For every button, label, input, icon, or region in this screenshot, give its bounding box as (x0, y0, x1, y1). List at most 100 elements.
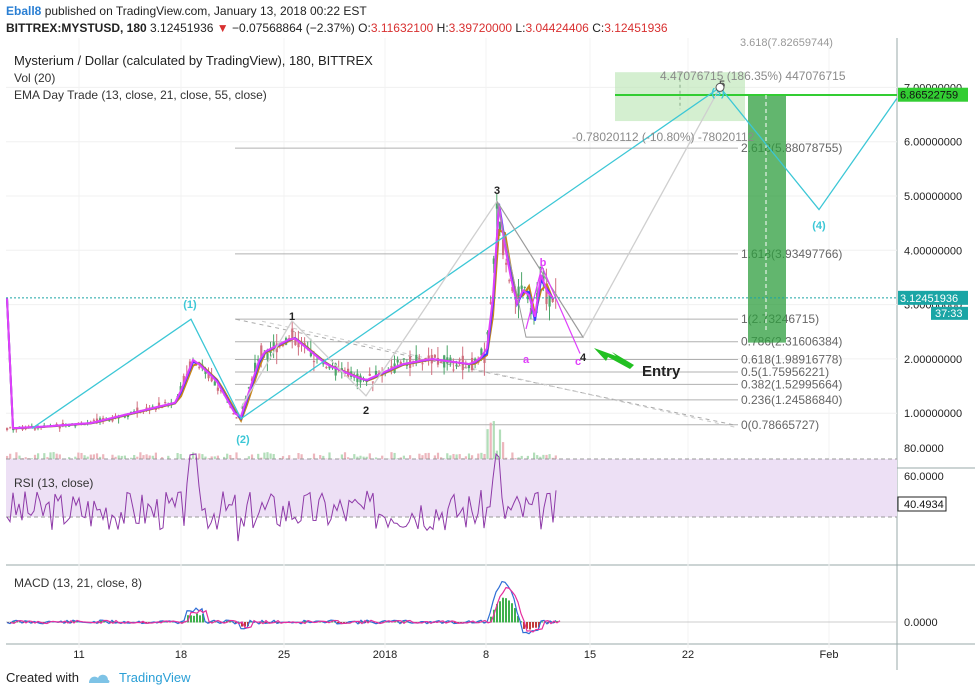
candle-body (334, 363, 337, 376)
candle-body (260, 345, 263, 358)
volume-bar (536, 455, 539, 462)
wave-label: a (523, 354, 530, 366)
macd-histogram-bar (196, 613, 198, 623)
high-label: H: (436, 21, 449, 35)
rsi-band (6, 459, 897, 517)
candle-body (6, 428, 9, 430)
volume-bar (452, 453, 455, 462)
wave-label: (2) (236, 434, 250, 446)
macd-histogram-bar (490, 616, 492, 623)
candle-body (266, 353, 269, 360)
tradingview-link[interactable]: TradingView (118, 670, 191, 685)
candle-body (489, 302, 492, 304)
candle-body (291, 328, 294, 340)
macd-histogram-bar (337, 622, 339, 624)
volume-bar (483, 453, 486, 462)
ema-lines (6, 203, 554, 430)
wave-label: 4 (580, 352, 587, 364)
ohlc-header: BITTREX:MYSTUSD, 180 3.12451936 ▼ −0.075… (6, 21, 668, 35)
price-change: −0.07568864 (−2.37%) (232, 21, 355, 35)
macd-histogram-bar (502, 597, 504, 623)
candle-body (21, 428, 24, 430)
candle-body (58, 426, 61, 429)
candle-body (371, 381, 374, 383)
macd-histogram-bar (514, 608, 516, 623)
x-tick-label: 25 (278, 649, 290, 661)
created-with: Created with (6, 670, 79, 685)
macd-histogram-bar (505, 598, 507, 623)
volume-bar (446, 453, 449, 462)
volume-bar (477, 453, 480, 462)
candle-body (368, 373, 371, 376)
candle-body (297, 340, 300, 348)
elliott-minor-wave (240, 87, 721, 409)
candle-body (9, 427, 12, 429)
macd-histogram-bar (403, 621, 405, 623)
open-value: 3.11632100 (370, 21, 434, 35)
volume-bar (257, 453, 260, 462)
candle-body (508, 280, 511, 282)
volume-bar (368, 453, 371, 462)
volume-bar (498, 429, 502, 462)
candle-body (312, 361, 316, 363)
candle-body (232, 413, 235, 415)
volume-bar (123, 455, 126, 462)
volume-bar (95, 453, 99, 462)
macd-histogram-bar (223, 622, 225, 623)
candle-body (548, 294, 551, 307)
price-chart[interactable]: 2.618(5.88078755)1.618(3.93497766)1(2.73… (0, 38, 975, 670)
candle-body (108, 420, 111, 422)
fib-top-label: 3.618(7.82659744) (740, 38, 833, 49)
macd-histogram-bar (181, 621, 183, 623)
volume-bar (455, 454, 458, 462)
volume-bar (266, 452, 269, 462)
volume-bar (502, 442, 505, 462)
candle-body (235, 417, 238, 419)
close-label: C: (592, 21, 605, 35)
volume-bar (133, 454, 136, 462)
candle-body (452, 369, 455, 371)
macd-histogram-bar (100, 620, 102, 623)
volume-bar (229, 454, 232, 462)
volume-bar (151, 455, 154, 462)
volume-bar (9, 453, 12, 462)
volume-bar (52, 452, 55, 462)
volume-bar (393, 452, 396, 462)
volume-bar (409, 455, 412, 462)
close-value: 3.12451936 (604, 21, 668, 35)
macd-histogram-bar (526, 622, 528, 629)
volume-bar (139, 452, 142, 462)
volume-bar (545, 454, 548, 462)
volume-bar (548, 454, 551, 462)
macd-histogram-bar (211, 621, 213, 623)
macd-histogram-bar (511, 603, 513, 623)
volume-bar (263, 452, 266, 462)
macd-histogram-bar (556, 621, 558, 623)
y-tick-label: 5.00000000 (904, 191, 962, 203)
wave-label: b (540, 257, 547, 269)
candle-body (68, 425, 71, 427)
candle-body (498, 221, 502, 232)
abc-triangle (496, 201, 584, 338)
author-name[interactable]: Eball8 (6, 4, 42, 18)
candle-body (123, 416, 126, 418)
volume-bar (458, 454, 461, 462)
macd-histogram-bar (187, 615, 189, 623)
candle-body (458, 359, 461, 361)
tradingview-logo-icon (88, 674, 110, 683)
candle-body (402, 358, 405, 360)
rsi-last-badge (897, 496, 947, 512)
volume-bar (89, 454, 92, 462)
volume-bar (33, 454, 37, 462)
macd-histogram-bar (517, 616, 519, 623)
footer: Created with TradingView (6, 670, 191, 685)
wave-label: 3 (494, 185, 500, 197)
candle-body (427, 355, 430, 359)
wave-point (715, 82, 725, 92)
volume-bar (300, 454, 303, 462)
volume-bar (486, 429, 489, 462)
volume-bar (495, 450, 498, 462)
x-tick-label: 8 (483, 649, 489, 661)
publish-info: published on TradingView.com, January 13… (44, 4, 367, 18)
